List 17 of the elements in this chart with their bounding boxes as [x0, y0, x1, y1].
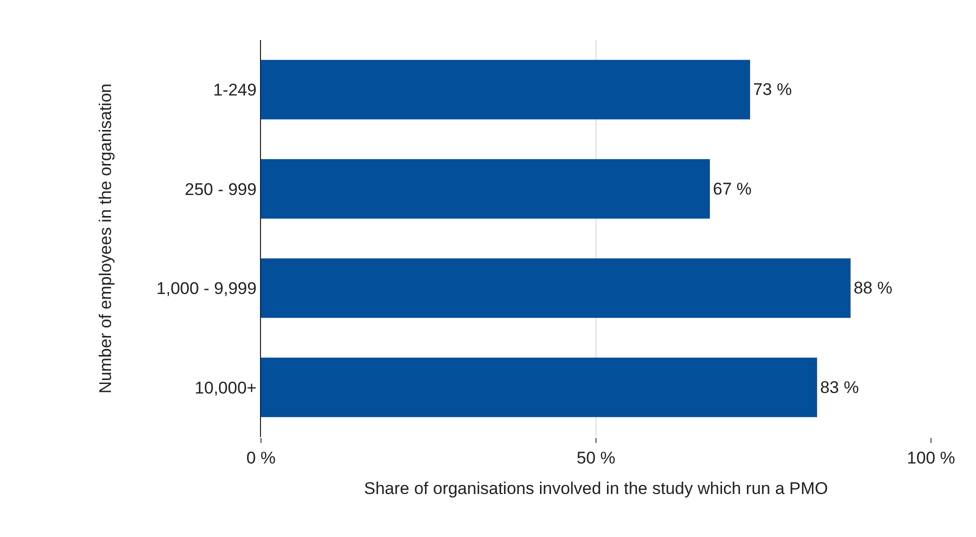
y-axis-title: Number of employees in the organisation: [96, 84, 115, 394]
y-tick-label: 250 - 999: [184, 180, 257, 199]
x-tick-label: 50 %: [576, 448, 616, 468]
x-tick-label: 0 %: [246, 448, 276, 468]
bar: [261, 358, 818, 418]
x-tick-label: 100 %: [906, 448, 956, 468]
y-tick-label: 10,000+: [194, 378, 257, 398]
y-tick-label: 1,000 - 9,999: [156, 279, 257, 298]
data-label: 67 %: [712, 179, 752, 198]
data-label: 73 %: [753, 80, 792, 100]
x-axis-title: Share of organisations involved in the study which run a PMO: [364, 478, 828, 498]
bar: [261, 258, 851, 318]
data-label: 83 %: [820, 378, 859, 397]
bar: [261, 60, 750, 120]
data-label: 88 %: [854, 278, 892, 298]
bar: [261, 159, 710, 219]
y-tick-label: 1-249: [213, 80, 257, 100]
